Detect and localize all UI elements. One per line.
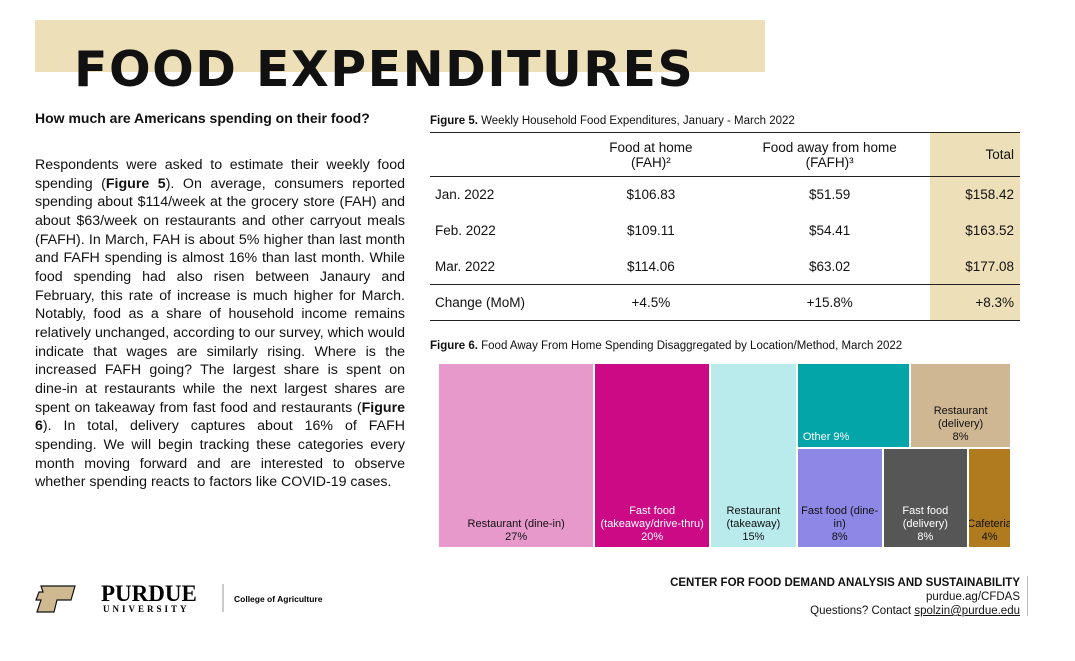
- value-label: 27%: [505, 531, 528, 543]
- contact-line: Questions? Contact spolzin@purdue.edu: [670, 604, 1020, 618]
- table-cell: $51.59: [809, 187, 851, 203]
- value-label: 8%: [952, 431, 969, 443]
- url: purdue.ag/CFDAS: [926, 591, 1020, 603]
- category-label: Cafeteria: [968, 518, 1011, 530]
- value-label: 8%: [917, 531, 934, 543]
- contact: Questions? Contact: [810, 605, 915, 617]
- value-label: 15%: [742, 531, 765, 543]
- email[interactable]: spolzin@purdue.edu: [914, 605, 1020, 617]
- footer-contact: CENTER FOR FOOD DEMAND ANALYSIS AND SUST…: [670, 576, 1020, 618]
- figure-label: Figure 5.: [430, 115, 478, 127]
- table-row: Change (MoM) +4.5% +15.8% +8.3%: [430, 284, 1020, 321]
- value-label: 8%: [831, 531, 848, 543]
- figure-label: Figure 6.: [430, 340, 478, 352]
- table-cell: +4.5%: [631, 295, 671, 310]
- col-name: Food away from home: [762, 139, 897, 155]
- category-label: Restaurant (takeaway): [726, 505, 781, 530]
- header-cell: Total: [929, 132, 1020, 177]
- figure-ref: Figure 5: [105, 175, 166, 192]
- treemap: Restaurant (dine-in) 27% Fast food (takea…: [438, 363, 1011, 548]
- table-cell: $114.06: [626, 258, 675, 274]
- footer-rule: [1027, 576, 1028, 616]
- cell-label: Fast food (takeaway/drive-thru) 20%: [597, 505, 707, 544]
- treemap-cell: Restaurant (delivery) 8%: [910, 363, 1011, 448]
- table-cell: $163.52: [929, 212, 1020, 249]
- value-label: 4%: [981, 531, 998, 543]
- logo-mark: [35, 585, 76, 613]
- center-name: CENTER FOR FOOD DEMAND ANALYSIS AND SUST…: [670, 577, 1020, 589]
- text: ). On average, consumers reported spendi…: [35, 175, 405, 416]
- title-banner: [35, 20, 765, 72]
- text: ). In total, delivery captures about 16%…: [35, 418, 405, 491]
- header-cell: Food at home (FAH)²: [572, 133, 729, 177]
- table-cell: Feb. 2022: [435, 223, 496, 238]
- cell-label: Restaurant (dine-in) 27%: [468, 518, 565, 544]
- table-cell: $109.11: [626, 223, 675, 238]
- cell-label: Fast food (delivery) 8%: [886, 505, 966, 544]
- caption: Food Away From Home Spending Disaggregat…: [481, 340, 903, 352]
- cell-label: Other 9%: [803, 431, 849, 444]
- col-name: Food at home: [609, 139, 693, 155]
- article-body: Respondents were asked to estimate their…: [35, 156, 405, 492]
- table-cell: +8.3%: [929, 284, 1020, 321]
- header-cell: Food away from home (FAFH)³: [729, 133, 930, 177]
- table-cell: +15.8%: [806, 295, 853, 310]
- figure5-caption: Figure 5. Weekly Household Food Expendit…: [430, 115, 795, 127]
- cell-label: Restaurant (delivery) 8%: [913, 405, 1008, 444]
- category-label: Fast food (delivery): [902, 505, 949, 530]
- figure-ref: Figure 6: [35, 399, 405, 435]
- table-cell: Mar. 2022: [435, 258, 496, 274]
- value-label: 9%: [833, 431, 850, 443]
- table-cell: Change (MoM): [435, 295, 526, 310]
- table-cell: $177.08: [929, 248, 1020, 285]
- category-label: Other: [802, 431, 831, 443]
- treemap-cell: Fast food (dine-in) 8%: [796, 448, 883, 548]
- caption: Weekly Household Food Expenditures, Janu…: [481, 115, 795, 127]
- col-unit: (FAH)²: [631, 154, 671, 170]
- treemap-cell: Fast food (delivery) 8%: [882, 448, 969, 548]
- purdue-logo: PURDUE UNIVERSITY College of Agriculture: [35, 582, 323, 614]
- category-label: Restaurant (dine-in): [467, 518, 565, 530]
- cell-label: Restaurant (takeaway) 15%: [713, 505, 794, 544]
- cell-label: Cafeteria 4%: [968, 518, 1011, 544]
- expenditure-table: Food at home (FAH)² Food away from home (F…: [430, 132, 1020, 321]
- category-label: Fast food (dine-in): [801, 505, 879, 530]
- treemap-cell: Fast food (takeaway/drive-thru) 20%: [594, 363, 711, 548]
- header-cell: [430, 133, 572, 177]
- treemap-cell: Cafeteria 4%: [968, 448, 1011, 548]
- page-title: FOOD EXPENDITURES: [74, 41, 695, 98]
- cell-label: Fast food (dine-in) 8%: [800, 505, 880, 544]
- col-unit: (FAFH)³: [805, 154, 854, 170]
- table-cell: $158.42: [929, 176, 1020, 213]
- table-cell: $54.41: [809, 223, 851, 238]
- treemap-cell: Restaurant (takeaway) 15%: [710, 363, 797, 548]
- treemap-cell: Restaurant (dine-in) 27%: [438, 363, 595, 548]
- table-cell: Jan. 2022: [435, 187, 495, 203]
- text: Respondents were asked to estimate their…: [35, 157, 405, 192]
- treemap-cell: Other 9%: [796, 363, 911, 448]
- table-row: Feb. 2022 $109.11 $54.41 $163.52: [430, 212, 1020, 249]
- brand: PURDUE: [101, 582, 197, 606]
- figure6-caption: Figure 6. Food Away From Home Spending D…: [430, 340, 902, 352]
- value-label: 20%: [641, 531, 664, 543]
- article-heading: How much are Americans spending on their…: [35, 110, 370, 126]
- table-cell: $106.83: [626, 187, 676, 203]
- table-row: Jan. 2022 $106.83 $51.59 $158.42: [430, 176, 1020, 213]
- college: College of Agriculture: [234, 594, 323, 604]
- header-row: Food at home (FAH)² Food away from home (F…: [430, 132, 1020, 177]
- table-row: Mar. 2022 $114.06 $63.02 $177.08: [430, 248, 1020, 285]
- brand-sub: UNIVERSITY: [103, 604, 190, 614]
- category-label: Fast food (takeaway/drive-thru): [600, 505, 704, 530]
- table-cell: $63.02: [809, 258, 851, 274]
- category-label: Restaurant (delivery): [933, 405, 988, 430]
